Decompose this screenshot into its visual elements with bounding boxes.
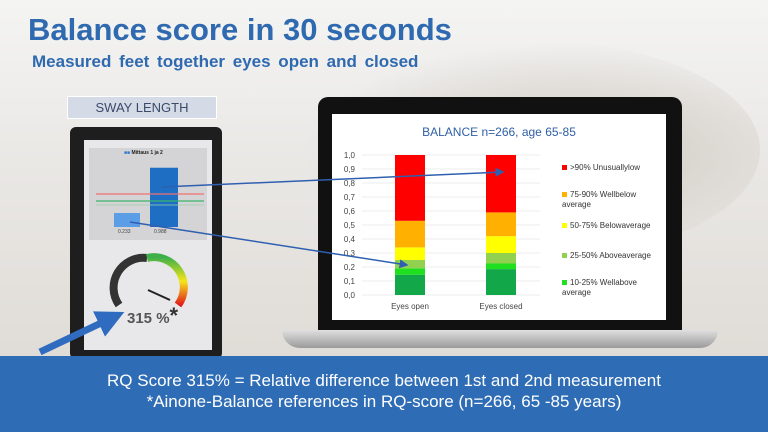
y-tick-label: 1,0 xyxy=(344,151,356,160)
laptop-base xyxy=(282,330,718,348)
y-tick-label: 0,9 xyxy=(344,165,356,174)
bar-segment xyxy=(486,155,516,213)
legend-entry: 25-50% Aboveaverage xyxy=(562,251,662,261)
footer-line-2: *Ainone-Balance references in RQ-score (… xyxy=(146,392,622,411)
legend-swatch xyxy=(562,165,567,170)
arrow-to-gauge xyxy=(38,311,125,356)
slide-subtitle: Measured feet together eyes open and clo… xyxy=(32,52,419,71)
tablet-bar-label: 0.988 xyxy=(154,229,167,235)
gauge-arc-dark xyxy=(109,253,148,308)
bar-segment xyxy=(486,269,516,295)
tablet-legend-text: Mittaus 1 ja 2 xyxy=(131,150,163,156)
bar-segment xyxy=(395,274,425,295)
chart-title: BALANCE n=266, age 65-85 xyxy=(422,125,576,139)
footer-band: RQ Score 315% = Relative difference betw… xyxy=(0,356,768,432)
bar-segment xyxy=(486,263,516,270)
gauge-arc-color xyxy=(146,253,188,308)
bar-segment xyxy=(395,155,425,221)
y-tick-label: 0,1 xyxy=(344,277,356,286)
y-tick-label: 0,5 xyxy=(344,221,356,230)
y-tick-label: 0,0 xyxy=(344,291,356,300)
tablet-bar xyxy=(114,213,140,227)
legend-label: 50-75% Belowaverage xyxy=(570,221,651,230)
legend-label: >90% Unusuallylow xyxy=(570,163,641,172)
x-tick-label: Eyes open xyxy=(391,302,429,311)
gauge-value-text: 315 % xyxy=(127,310,170,327)
arrow-to-eyes-open xyxy=(129,221,409,269)
gauge-value: 315 %* xyxy=(127,303,178,329)
x-tick-label: Eyes closed xyxy=(479,302,522,311)
slide-title: Balance score in 30 seconds xyxy=(28,12,452,47)
y-tick-label: 0,8 xyxy=(344,179,356,188)
bar-segment xyxy=(486,212,516,237)
tablet-legend: ■■ Mittaus 1 ja 2 xyxy=(124,150,163,156)
legend-entry: 75-90% Wellbelow average xyxy=(562,190,662,210)
tablet-bar xyxy=(150,167,178,227)
bar-segment xyxy=(486,236,516,253)
y-tick-label: 0,3 xyxy=(344,249,356,258)
arrow-to-eyes-closed xyxy=(161,167,505,188)
legend-swatch xyxy=(562,253,567,258)
gauge-needle xyxy=(147,289,171,301)
bar-segment xyxy=(395,247,425,260)
bar-segment xyxy=(395,220,425,248)
tablet-bar-label: 0.233 xyxy=(118,229,131,235)
sway-length-label: SWAY LENGTH xyxy=(67,96,217,119)
legend-entry: >90% Unusuallylow xyxy=(562,163,662,173)
legend-label: 25-50% Aboveaverage xyxy=(570,251,651,260)
gauge-asterisk: * xyxy=(169,303,179,328)
footer-line-1: RQ Score 315% = Relative difference betw… xyxy=(107,371,661,390)
y-tick-label: 0,6 xyxy=(344,207,356,216)
y-tick-label: 0,4 xyxy=(344,235,356,244)
legend-swatch xyxy=(562,192,567,197)
legend-entry: 50-75% Belowaverage xyxy=(562,221,662,231)
legend-swatch xyxy=(562,223,567,228)
y-tick-label: 0,7 xyxy=(344,193,356,202)
bar-segment xyxy=(486,253,516,264)
legend-label: 75-90% Wellbelow average xyxy=(562,190,637,209)
legend-label: 10-25% Wellabove average xyxy=(562,278,638,297)
legend-entry: 10-25% Wellabove average xyxy=(562,278,662,298)
bar-segment xyxy=(395,268,425,275)
y-tick-label: 0,2 xyxy=(344,263,356,272)
bar-segment xyxy=(395,260,425,269)
legend-swatch xyxy=(562,280,567,285)
